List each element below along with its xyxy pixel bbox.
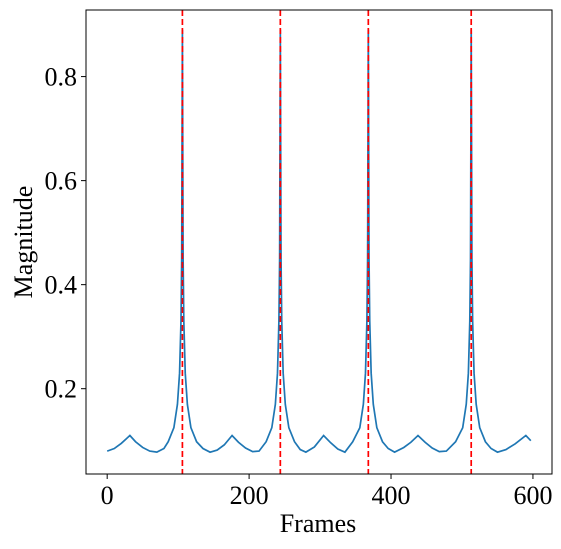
x-axis-label: Frames bbox=[280, 509, 357, 538]
plot-frame bbox=[85, 9, 553, 475]
line-series bbox=[106, 29, 532, 454]
x-tick-label: 400 bbox=[372, 481, 411, 510]
y-axis-label: Magnitude bbox=[9, 186, 38, 299]
y-tick-label: 0.8 bbox=[45, 63, 78, 92]
y-tick-label: 0.2 bbox=[45, 375, 78, 404]
x-tick-label: 600 bbox=[513, 481, 552, 510]
x-tick-label: 0 bbox=[101, 481, 114, 510]
y-tick-label: 0.6 bbox=[45, 167, 78, 196]
y-tick-label: 0.4 bbox=[45, 271, 78, 300]
x-tick-label: 200 bbox=[230, 481, 269, 510]
